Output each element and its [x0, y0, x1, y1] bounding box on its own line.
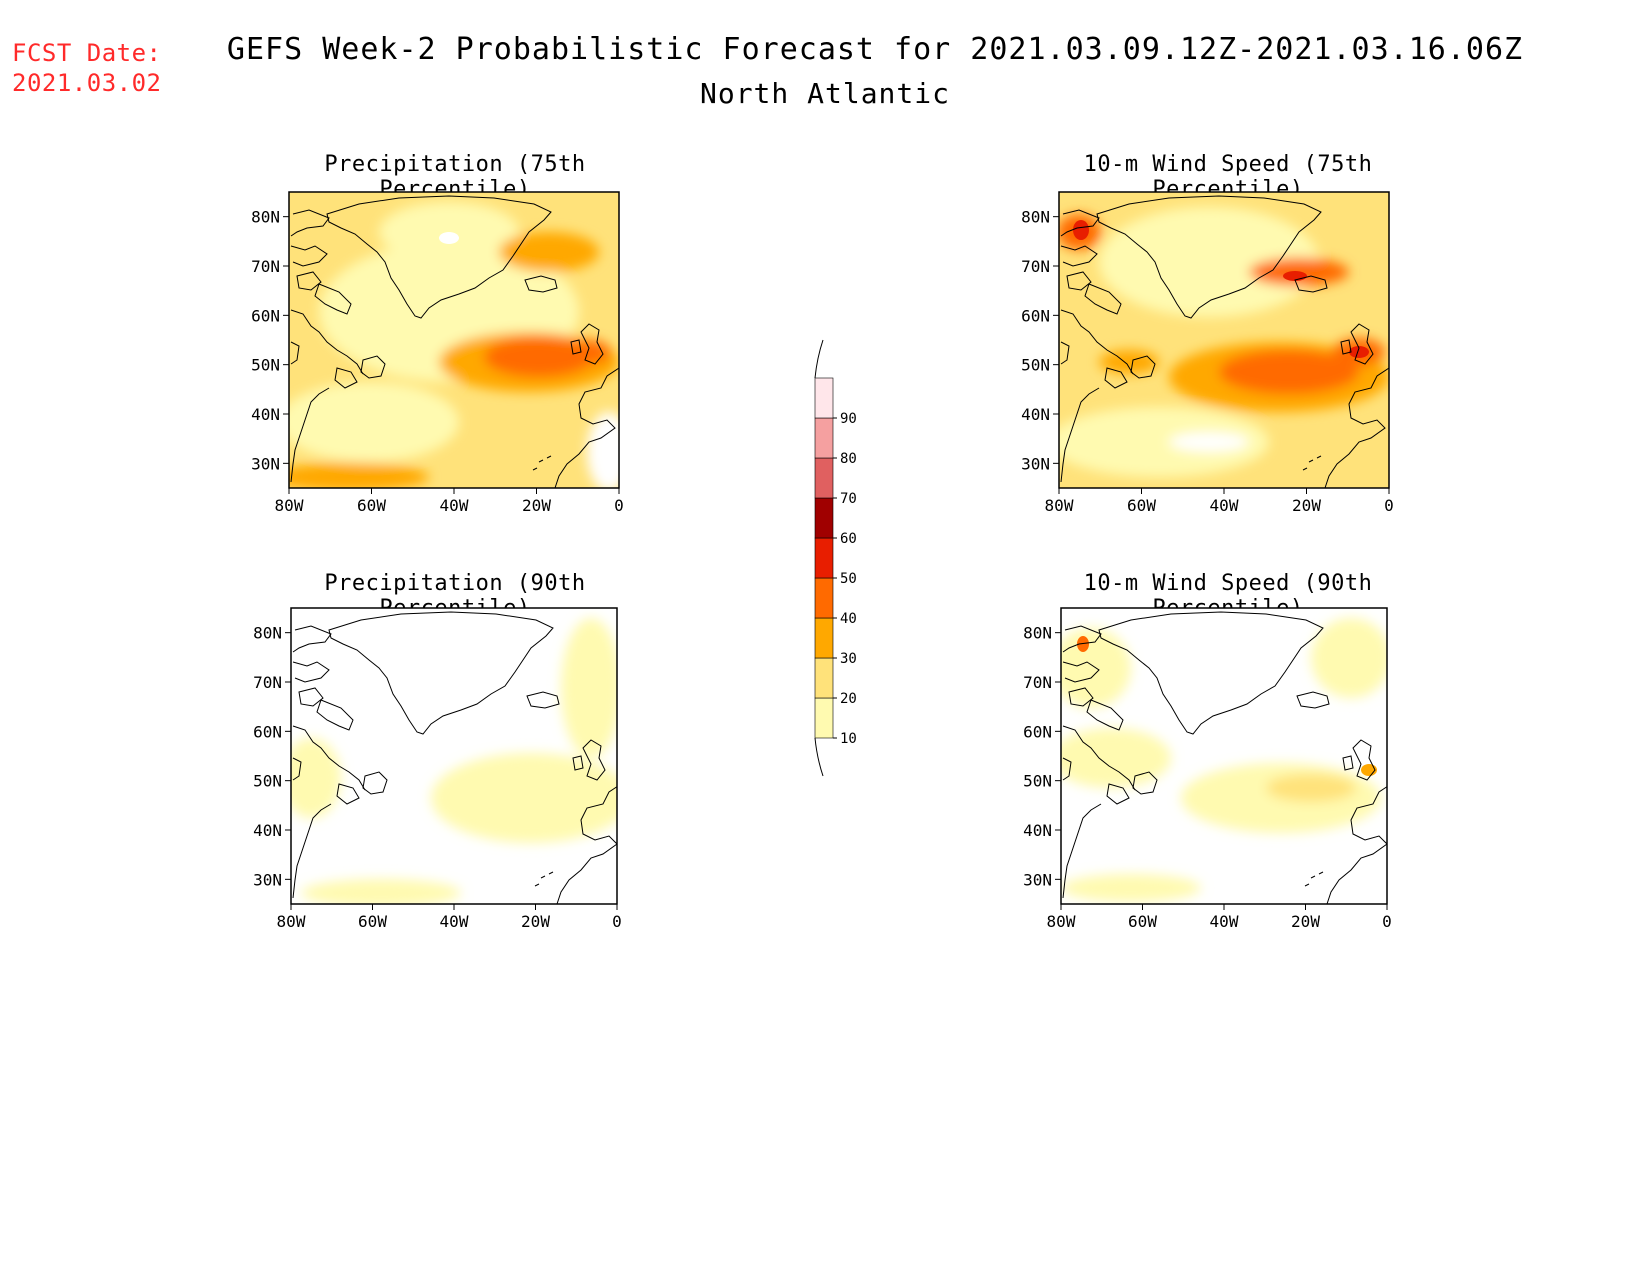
page-subtitle: North Atlantic — [699, 77, 950, 110]
lon-label-wind-75: 80W — [1045, 496, 1074, 515]
colorbar-label: 10 — [840, 731, 857, 747]
colorbar-cap-top — [814, 339, 824, 379]
lat-label-precip-75: 50N — [251, 356, 280, 375]
colorbar-swatch — [814, 497, 834, 539]
lat-label-precip-90: 50N — [253, 772, 282, 791]
colorbar-swatch — [814, 417, 834, 459]
map-panel-precip-75 — [288, 191, 620, 489]
lat-label-precip-90: 70N — [253, 673, 282, 692]
lat-label-precip-90: 60N — [253, 722, 282, 741]
lon-label-wind-90: 40W — [1210, 912, 1239, 931]
lat-label-wind-75: 50N — [1021, 356, 1050, 375]
map-panel-wind-75 — [1058, 191, 1390, 489]
colorbar-label: 20 — [840, 691, 857, 707]
lat-label-precip-75: 70N — [251, 257, 280, 276]
colorbar-swatch — [814, 617, 834, 659]
lon-label-wind-90: 0 — [1382, 912, 1392, 931]
colorbar-swatch — [814, 697, 834, 739]
lat-label-wind-75: 40N — [1021, 405, 1050, 424]
colorbar: 10 20 30 40 50 60 70 80 90 — [814, 339, 857, 777]
colorbar-label: 40 — [840, 611, 857, 627]
lat-label-wind-75: 30N — [1021, 454, 1050, 473]
colorbar-swatch — [814, 657, 834, 699]
lon-label-wind-90: 80W — [1047, 912, 1076, 931]
lat-label-wind-90: 40N — [1023, 821, 1052, 840]
lon-label-precip-90: 0 — [612, 912, 622, 931]
lon-label-wind-75: 40W — [1210, 496, 1239, 515]
lon-label-wind-90: 60W — [1128, 912, 1157, 931]
forecast-date-label: FCST Date: — [12, 39, 162, 67]
lat-label-precip-75: 30N — [251, 454, 280, 473]
lon-label-precip-75: 20W — [522, 496, 551, 515]
lat-label-wind-90: 80N — [1023, 624, 1052, 643]
lon-label-wind-75: 20W — [1292, 496, 1321, 515]
lat-label-precip-75: 60N — [251, 306, 280, 325]
lat-label-wind-90: 50N — [1023, 772, 1052, 791]
colorbar-swatch — [814, 457, 834, 499]
panel-title-precip-75: Precipitation (75th Percentile) — [324, 152, 586, 202]
colorbar-label: 60 — [840, 531, 857, 547]
colorbar-cap-bottom — [814, 737, 824, 777]
lat-label-wind-90: 70N — [1023, 673, 1052, 692]
lon-label-precip-90: 20W — [521, 912, 550, 931]
lat-label-precip-75: 40N — [251, 405, 280, 424]
colorbar-swatch — [814, 577, 834, 619]
lat-label-precip-90: 40N — [253, 821, 282, 840]
colorbar-label: 90 — [840, 411, 857, 427]
lon-label-precip-75: 80W — [275, 496, 304, 515]
colorbar-swatch — [814, 537, 834, 579]
lat-label-wind-75: 60N — [1021, 306, 1050, 325]
lat-label-wind-90: 60N — [1023, 722, 1052, 741]
lat-label-precip-75: 80N — [251, 208, 280, 227]
lon-label-precip-90: 40W — [440, 912, 469, 931]
colorbar-swatch — [814, 377, 834, 419]
lat-label-wind-90: 30N — [1023, 870, 1052, 889]
lon-label-precip-90: 80W — [277, 912, 306, 931]
lon-label-precip-90: 60W — [358, 912, 387, 931]
colorbar-label: 50 — [840, 571, 857, 587]
lon-label-wind-75: 0 — [1384, 496, 1394, 515]
lon-label-wind-90: 20W — [1291, 912, 1320, 931]
forecast-date-value: 2021.03.02 — [12, 69, 162, 97]
lon-label-precip-75: 0 — [614, 496, 624, 515]
lon-label-wind-75: 60W — [1127, 496, 1156, 515]
page-title: GEFS Week-2 Probabilistic Forecast for 2… — [226, 32, 1524, 67]
lon-label-precip-75: 40W — [440, 496, 469, 515]
lat-label-precip-90: 30N — [253, 870, 282, 889]
colorbar-label: 80 — [840, 451, 857, 467]
colorbar-label: 30 — [840, 651, 857, 667]
forecast-date-block: FCST Date: 2021.03.02 — [12, 38, 162, 98]
lat-label-precip-90: 80N — [253, 624, 282, 643]
page-title-block: GEFS Week-2 Probabilistic Forecast for 2… — [0, 30, 1650, 114]
lon-label-precip-75: 60W — [357, 496, 386, 515]
lat-label-wind-75: 70N — [1021, 257, 1050, 276]
map-panel-wind-90 — [1060, 607, 1388, 905]
map-panel-precip-90 — [290, 607, 618, 905]
colorbar-label: 70 — [840, 491, 857, 507]
lat-label-wind-75: 80N — [1021, 208, 1050, 227]
